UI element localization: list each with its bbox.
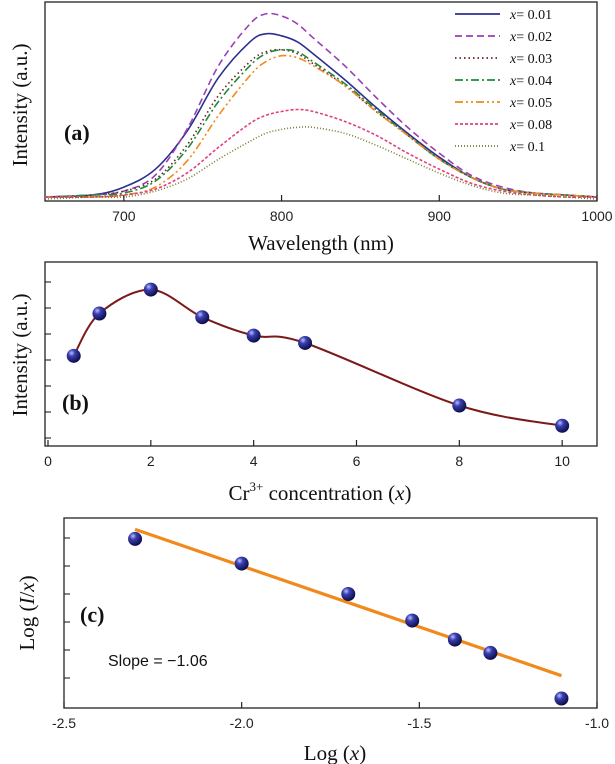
panel-a-tag: (a) — [64, 120, 90, 145]
panel-a: 700 800 900 1000 x= 0.01x= 0.02x= 0.03x= 0.… — [8, 1, 613, 255]
panel-c-y-axis-var-i: I — [15, 597, 39, 606]
legend-label-variable-7: x — [509, 140, 517, 155]
panel-b-point-7 — [452, 398, 467, 413]
panel-c-frame — [63, 517, 598, 709]
legend-label-3: x= 0.03 — [509, 52, 552, 67]
panel-c-point-2 — [234, 556, 249, 571]
legend-label-variable-3: x — [509, 52, 517, 67]
panel-c-x-ticks: -2.5 -2.0 -1.5 -1.0 — [52, 702, 609, 731]
panel-c-x-tick-label-4: -1.0 — [585, 715, 609, 731]
panel-c-point-5 — [447, 632, 462, 647]
panel-b-y-ticks — [45, 281, 51, 439]
legend-label-value-4: = 0.04 — [516, 74, 552, 89]
legend-label-5: x= 0.05 — [509, 96, 552, 111]
legend-label-2: x= 0.02 — [509, 30, 552, 45]
panel-b-point-1 — [66, 348, 81, 363]
panel-c-y-axis-var-x: x — [15, 582, 39, 593]
legend-label-variable-4: x — [509, 74, 517, 89]
panel-b-trend-curve — [72, 288, 563, 427]
panel-b-tag: (b) — [62, 390, 89, 415]
panel-b-x-axis-title-rest: concentration ( — [263, 481, 395, 505]
legend-label-variable-1: x — [509, 8, 517, 23]
panel-b-x-tick-label-1: 0 — [44, 453, 52, 469]
legend-label-7: x= 0.1 — [509, 140, 545, 155]
panel-b-x-axis-title-superscript: 3+ — [250, 479, 264, 494]
panel-b-x-axis-title-end: ) — [404, 481, 411, 505]
panel-c-tag: (c) — [80, 602, 104, 627]
panel-b-x-tick-label-2: 2 — [147, 453, 155, 469]
legend-label-value-3: = 0.03 — [516, 52, 552, 67]
panel-b-x-tick-label-5: 8 — [455, 453, 463, 469]
panel-c: -2.5 -2.0 -1.5 -1.0 (c) Slope = −1.06 Log (… — [15, 517, 609, 764]
panel-b-point-6 — [298, 335, 313, 350]
panel-b-x-axis-title-main: Cr — [229, 481, 250, 505]
spectrum-line-7 — [44, 126, 598, 200]
panel-b-point-8 — [555, 418, 570, 433]
panel-b-x-ticks: 0 2 4 6 8 10 — [44, 440, 570, 469]
spectrum-line-4 — [44, 48, 598, 198]
panel-b-frame — [44, 261, 598, 447]
panel-b: 0 2 4 6 8 10 (b) Cr3+ concentration (x) Inten… — [8, 261, 598, 505]
spectrum-line-6 — [44, 108, 598, 198]
panel-c-x-tick-label-2: -2.0 — [230, 715, 254, 731]
legend-label-variable-5: x — [509, 96, 517, 111]
legend-label-value-7: = 0.1 — [516, 140, 545, 155]
panel-b-x-axis-title-variable: x — [394, 481, 405, 505]
panel-b-point-4 — [195, 310, 210, 325]
legend-label-value-6: = 0.08 — [516, 118, 552, 133]
panel-b-point-3 — [143, 282, 158, 297]
legend-label-4: x= 0.04 — [509, 74, 552, 89]
panel-c-x-axis-variable: x — [349, 741, 360, 764]
legend-label-6: x= 0.08 — [509, 118, 552, 133]
legend-label-value-2: = 0.02 — [516, 30, 552, 45]
panel-a-x-tick-label-3: 900 — [428, 208, 452, 224]
legend-label-variable-2: x — [509, 30, 517, 45]
spectrum-line-2 — [44, 12, 598, 198]
panel-c-x-tick-label-3: -1.5 — [407, 715, 431, 731]
panel-b-points — [66, 282, 570, 433]
panel-c-points — [128, 531, 569, 706]
panel-a-legend: x= 0.01x= 0.02x= 0.03x= 0.04x= 0.05x= 0.… — [455, 8, 552, 155]
panel-a-curves — [44, 12, 598, 200]
panel-a-x-tick-label-1: 700 — [112, 208, 136, 224]
panel-b-x-tick-label-3: 4 — [250, 453, 258, 469]
panel-b-y-axis-title: Intensity (a.u.) — [8, 293, 32, 416]
slope-annotation: Slope = −1.06 — [108, 653, 208, 670]
panel-b-point-2 — [92, 306, 107, 321]
spectrum-line-5 — [44, 54, 598, 198]
panel-c-point-7 — [554, 691, 569, 706]
panel-a-x-ticks: 700 800 900 1000 — [112, 195, 613, 224]
panel-c-point-4 — [405, 613, 420, 628]
legend-label-value-5: = 0.05 — [516, 96, 552, 111]
panel-c-point-1 — [128, 531, 143, 546]
panel-a-x-tick-label-2: 800 — [270, 208, 294, 224]
panel-c-point-3 — [341, 587, 356, 601]
legend-label-1: x= 0.01 — [509, 8, 552, 23]
panel-c-y-axis-title: Log (I/x) — [15, 575, 39, 650]
panel-b-point-5 — [246, 328, 261, 343]
panel-b-x-tick-label-4: 6 — [353, 453, 361, 469]
panel-c-x-axis-title: Log (x) — [304, 741, 366, 764]
panel-a-frame — [44, 1, 598, 202]
panel-c-x-tick-label-1: -2.5 — [52, 715, 76, 731]
legend-label-value-1: = 0.01 — [516, 8, 552, 23]
panel-a-x-tick-label-4: 1000 — [581, 208, 612, 224]
legend-label-variable-6: x — [509, 118, 517, 133]
panel-c-point-6 — [483, 645, 498, 660]
panel-b-x-axis-title: Cr3+ concentration (x) — [229, 479, 412, 505]
panel-a-y-axis-title: Intensity (a.u.) — [8, 43, 32, 166]
panel-c-y-ticks — [64, 537, 70, 679]
panel-b-x-tick-label-6: 10 — [554, 453, 570, 469]
panel-a-x-axis-title: Wavelength (nm) — [248, 231, 394, 255]
